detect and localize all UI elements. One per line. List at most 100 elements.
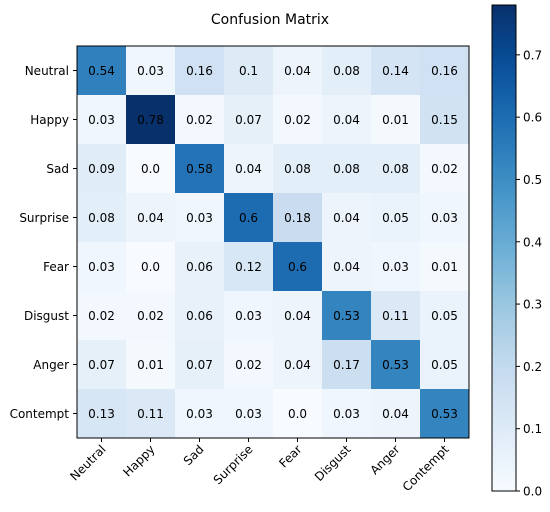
cell-value-label: 0.04 bbox=[284, 64, 311, 78]
heatmap-cell bbox=[420, 46, 469, 95]
heatmap-cell bbox=[126, 340, 175, 389]
colorbar-tick-label: 0.4 bbox=[523, 235, 542, 249]
heatmap-cell bbox=[371, 95, 420, 144]
x-tick-label: Happy bbox=[120, 442, 157, 479]
cell-value-label: 0.08 bbox=[284, 162, 311, 176]
x-tick-label: Contempt bbox=[400, 442, 452, 494]
cell-value-label: 0.05 bbox=[382, 211, 409, 225]
cell-value-label: 0.03 bbox=[235, 407, 262, 421]
colorbar-gradient bbox=[491, 4, 517, 492]
cell-value-label: 0.08 bbox=[382, 162, 409, 176]
heatmap-cell bbox=[77, 144, 126, 193]
cell-value-label: 0.13 bbox=[88, 407, 115, 421]
heatmap-cell bbox=[420, 144, 469, 193]
cell-value-label: 0.03 bbox=[333, 407, 360, 421]
heatmap-cell bbox=[126, 144, 175, 193]
heatmap-cell bbox=[322, 144, 371, 193]
heatmap-cell bbox=[273, 144, 322, 193]
heatmap-cell bbox=[175, 291, 224, 340]
colorbar-tick-label: 0.6 bbox=[523, 111, 542, 125]
y-axis-ticks: Neutral Happy Sad Surprise Fear Disgust Anger C… bbox=[10, 64, 77, 421]
cell-value-label: 0.02 bbox=[235, 358, 262, 372]
heatmap-cell bbox=[420, 193, 469, 242]
heatmap-cell bbox=[371, 46, 420, 95]
heatmap-cell bbox=[322, 291, 371, 340]
plot-frame bbox=[76, 45, 470, 439]
y-tick-label: Disgust bbox=[24, 309, 69, 323]
x-tick-label: Disgust bbox=[312, 442, 354, 484]
heatmap-cell bbox=[224, 242, 273, 291]
heatmap-cell bbox=[322, 46, 371, 95]
cell-value-label: 0.06 bbox=[186, 260, 213, 274]
cell-value-label: 0.58 bbox=[186, 162, 213, 176]
colorbar-tick-label: 0.7 bbox=[523, 48, 542, 62]
cell-value-label: 0.02 bbox=[284, 113, 311, 127]
heatmap-cell-labels: 0.54 0.03 0.16 0.1 0.04 0.08 0.14 0.16 0.03 0.78 0… bbox=[88, 64, 458, 421]
colorbar-tick-label: 0.2 bbox=[523, 360, 542, 374]
cell-value-label: 0.07 bbox=[186, 358, 213, 372]
cell-value-label: 0.04 bbox=[284, 358, 311, 372]
heatmap-cell bbox=[224, 193, 273, 242]
cell-value-label: 0.53 bbox=[431, 407, 458, 421]
heatmap-cell bbox=[420, 95, 469, 144]
heatmap-cell bbox=[371, 144, 420, 193]
heatmap-cell bbox=[224, 95, 273, 144]
heatmap-cell bbox=[175, 242, 224, 291]
cell-value-label: 0.08 bbox=[333, 162, 360, 176]
heatmap-cell bbox=[77, 193, 126, 242]
cell-value-label: 0.04 bbox=[284, 309, 311, 323]
heatmap-cell bbox=[175, 95, 224, 144]
cell-value-label: 0.01 bbox=[431, 260, 458, 274]
cell-value-label: 0.78 bbox=[137, 113, 164, 127]
x-tick-label: Fear bbox=[276, 442, 304, 470]
cell-value-label: 0.06 bbox=[186, 309, 213, 323]
colorbar-tick-label: 0.3 bbox=[523, 298, 542, 312]
heatmap-cell bbox=[273, 242, 322, 291]
cell-value-label: 0.04 bbox=[333, 260, 360, 274]
cell-value-label: 0.04 bbox=[333, 113, 360, 127]
heatmap-cell bbox=[322, 95, 371, 144]
chart-title: Confusion Matrix bbox=[211, 12, 329, 28]
x-tick-label: Anger bbox=[367, 442, 402, 477]
cell-value-label: 0.1 bbox=[239, 64, 258, 78]
y-tick-label: Contempt bbox=[10, 407, 70, 421]
heatmap-cell bbox=[126, 193, 175, 242]
cell-value-label: 0.11 bbox=[137, 407, 164, 421]
heatmap-cell bbox=[322, 340, 371, 389]
heatmap-cell bbox=[175, 46, 224, 95]
heatmap-cell bbox=[224, 389, 273, 438]
y-tick-label: Happy bbox=[30, 113, 69, 127]
heatmap-cell bbox=[273, 193, 322, 242]
cell-value-label: 0.04 bbox=[333, 211, 360, 225]
cell-value-label: 0.04 bbox=[235, 162, 262, 176]
heatmap-cell bbox=[175, 144, 224, 193]
colorbar-tick-label: 0.0 bbox=[523, 485, 542, 499]
cell-value-label: 0.02 bbox=[186, 113, 213, 127]
y-tick-label: Neutral bbox=[25, 64, 69, 78]
heatmap-cell bbox=[126, 95, 175, 144]
x-tick-label: Sad bbox=[181, 442, 207, 468]
y-tick-label: Fear bbox=[43, 260, 69, 274]
cell-value-label: 0.03 bbox=[88, 260, 115, 274]
heatmap-cells bbox=[77, 46, 469, 438]
cell-value-label: 0.03 bbox=[137, 64, 164, 78]
heatmap-cell bbox=[273, 46, 322, 95]
cell-value-label: 0.04 bbox=[382, 407, 409, 421]
cell-value-label: 0.54 bbox=[88, 64, 115, 78]
cell-value-label: 0.03 bbox=[186, 407, 213, 421]
cell-value-label: 0.6 bbox=[288, 260, 307, 274]
cell-value-label: 0.53 bbox=[382, 358, 409, 372]
cell-value-label: 0.11 bbox=[382, 309, 409, 323]
heatmap-cell bbox=[420, 340, 469, 389]
cell-value-label: 0.05 bbox=[431, 309, 458, 323]
y-tick-label: Anger bbox=[33, 358, 69, 372]
heatmap-cell bbox=[175, 389, 224, 438]
heatmap-cell bbox=[420, 389, 469, 438]
cell-value-label: 0.0 bbox=[141, 162, 160, 176]
heatmap-cell bbox=[126, 46, 175, 95]
heatmap-cell bbox=[175, 193, 224, 242]
cell-value-label: 0.12 bbox=[235, 260, 262, 274]
heatmap-cell bbox=[322, 193, 371, 242]
heatmap-cell bbox=[126, 389, 175, 438]
